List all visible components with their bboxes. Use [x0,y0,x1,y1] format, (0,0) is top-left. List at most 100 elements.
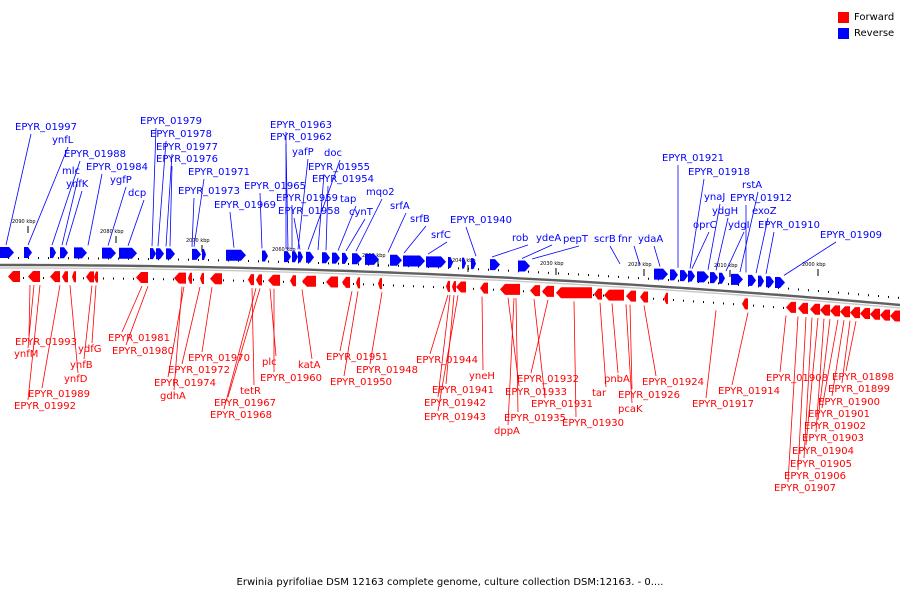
minor-tick [288,261,289,264]
forward-gene [268,274,280,286]
genome-backbone-shadow [0,267,900,309]
reverse-gene-label: EPYR_01954 [312,174,374,185]
minor-tick [283,280,284,283]
forward-gene [890,310,900,322]
reverse-gene-label: ydgH [712,206,738,217]
forward-gene [810,303,820,315]
reverse-gene-label: EPYR_01965 [244,181,306,192]
forward-gene-label: EPYR_01905 [790,459,852,470]
reverse-gene [426,256,446,268]
minor-tick [608,275,609,278]
scale-label: 2090 kbp [12,219,36,225]
forward-leader [803,317,813,459]
forward-leader [28,285,31,337]
forward-gene [136,271,148,283]
reverse-gene-label: EPYR_01976 [156,154,218,165]
forward-gene [530,285,540,297]
forward-gene-label: dppA [494,426,520,437]
forward-leader [41,285,61,389]
forward-leader [69,285,79,374]
forward-gene-label: EPYR_01917 [692,399,754,410]
reverse-leader [307,159,341,250]
minor-tick [373,283,374,286]
minor-tick [163,278,164,281]
forward-gene [556,287,592,299]
minor-tick [188,258,189,261]
forward-gene-label: EPYR_01942 [424,398,486,409]
reverse-gene-label: EPYR_01958 [278,206,340,217]
minor-tick [753,304,754,307]
minor-tick [358,263,359,266]
forward-gene-label: EPYR_01967 [214,398,276,409]
forward-gene-label: EPYR_01931 [531,399,593,410]
minor-tick [233,279,234,282]
forward-gene-label: ydfG [78,344,102,355]
reverse-gene-label: cynT [349,207,374,218]
forward-leader [481,296,484,371]
minor-tick [263,280,264,283]
forward-gene [302,275,316,287]
reverse-leader [633,245,641,266]
reverse-gene [654,268,668,280]
forward-gene-label: EPYR_01914 [718,386,780,397]
reverse-leader [387,212,407,253]
minor-tick [118,257,119,260]
forward-leader [643,305,657,377]
minor-tick [218,259,219,262]
forward-gene-label: EPYR_01989 [28,389,90,400]
forward-gene-label: EPYR_01992 [14,401,76,412]
minor-tick [383,284,384,287]
forward-leader [269,288,277,357]
forward-leader [437,295,459,412]
reverse-leader [739,191,759,273]
reverse-gene-label: fnr [618,234,633,245]
minor-tick [338,262,339,265]
minor-tick [493,288,494,291]
reverse-gene-label: ygfP [110,175,132,186]
reverse-gene [332,252,340,264]
minor-tick [193,278,194,281]
reverse-gene [102,247,116,259]
reverse-leader [5,133,32,246]
minor-tick [268,260,269,263]
forward-leader [343,291,359,377]
forward-leader [27,285,35,349]
forward-leader [201,287,213,353]
forward-gene [210,273,222,285]
forward-leader [797,317,807,471]
reverse-gene-label: EPYR_01973 [178,186,240,197]
reverse-gene-label: EPYR_01979 [140,116,202,127]
minor-tick [678,279,679,282]
forward-leader [611,303,619,374]
forward-gene [840,306,850,318]
forward-leader [815,318,825,433]
reverse-gene-label: EPYR_01984 [86,162,148,173]
scale-label: 2010 kbp [714,263,738,269]
reverse-gene [390,254,402,266]
reverse-gene [518,260,530,272]
forward-gene-label: pnbA [604,374,630,385]
reverse-gene-label: tap [340,194,356,205]
forward-leader [779,315,787,373]
minor-tick [278,260,279,263]
forward-leader [599,302,607,388]
minor-tick [173,278,174,281]
reverse-gene-label: exoZ [752,206,777,217]
minor-tick [528,270,529,273]
minor-tick [648,277,649,280]
legend-label-reverse: Reverse [854,27,895,39]
reverse-gene-label: EPYR_01997 [15,122,77,133]
reverse-gene [731,273,743,285]
minor-tick [668,279,669,282]
minor-tick [798,288,799,291]
minor-tick [8,257,9,260]
legend-item-forward: Forward [838,9,894,25]
forward-gene [174,272,186,284]
reverse-gene [50,247,56,259]
minor-tick [413,285,414,288]
forward-leader [507,298,515,426]
forward-gene-label: ynfD [64,374,88,385]
minor-tick [18,257,19,260]
minor-tick [653,297,654,300]
minor-tick [238,259,239,262]
